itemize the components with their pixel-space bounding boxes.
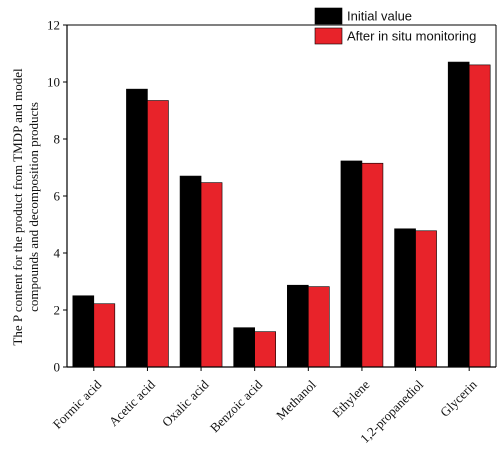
bar-initial-4 bbox=[287, 284, 309, 368]
bar-initial-2 bbox=[179, 175, 202, 368]
plot-area: Formic acid Acetic acid Oxalic acidBenzoic… bbox=[47, 18, 497, 446]
y-axis-label-line2: compounds and decomposition products bbox=[26, 102, 41, 312]
legend-swatch-after bbox=[314, 27, 343, 45]
y-tick-label-2: 4 bbox=[54, 246, 61, 261]
x-tick-label-1: Acetic acid bbox=[106, 377, 159, 430]
x-tick-label-4: Methanol bbox=[273, 377, 319, 423]
bar-after-2 bbox=[200, 182, 223, 368]
legend: Initial value After in situ monitoring bbox=[314, 7, 476, 45]
bar-after-7 bbox=[468, 64, 491, 368]
bar-after-6 bbox=[415, 230, 437, 368]
y-tick-label-6: 12 bbox=[47, 18, 60, 33]
bar-after-0 bbox=[93, 303, 116, 368]
y-tick-label-3: 6 bbox=[54, 189, 61, 204]
y-tick-label-0: 0 bbox=[54, 360, 61, 375]
bar-after-5 bbox=[361, 162, 384, 368]
y-axis-label-line1: The P content for the product from TMDP … bbox=[10, 68, 25, 346]
x-tick-label-7: Glycerin bbox=[437, 377, 480, 420]
legend-label-after: After in situ monitoring bbox=[347, 29, 476, 44]
bar-initial-3 bbox=[233, 327, 255, 368]
bar-initial-1 bbox=[126, 88, 148, 368]
legend-swatch-initial bbox=[314, 7, 343, 25]
x-tick-label-2: Oxalic acid bbox=[159, 377, 212, 430]
x-tick-label-3: Benzoic acid bbox=[207, 377, 266, 436]
bar-initial-6 bbox=[394, 228, 416, 368]
bar-initial-7 bbox=[447, 61, 470, 368]
bar-after-1 bbox=[147, 100, 169, 368]
bar-initial-0 bbox=[72, 295, 95, 368]
y-tick-label-5: 10 bbox=[47, 75, 60, 90]
bar-initial-5 bbox=[340, 160, 363, 368]
y-tick-label-4: 8 bbox=[54, 132, 61, 147]
y-tick-label-1: 2 bbox=[54, 303, 61, 318]
bar-after-3 bbox=[254, 331, 276, 368]
legend-label-initial: Initial value bbox=[347, 9, 412, 24]
x-tick-label-5: Ethylene bbox=[329, 377, 372, 420]
x-tick-label-0: Formic acid bbox=[50, 377, 105, 432]
y-axis-title: The P content for the product from TMDP … bbox=[10, 68, 41, 346]
bar-after-4 bbox=[308, 286, 330, 368]
